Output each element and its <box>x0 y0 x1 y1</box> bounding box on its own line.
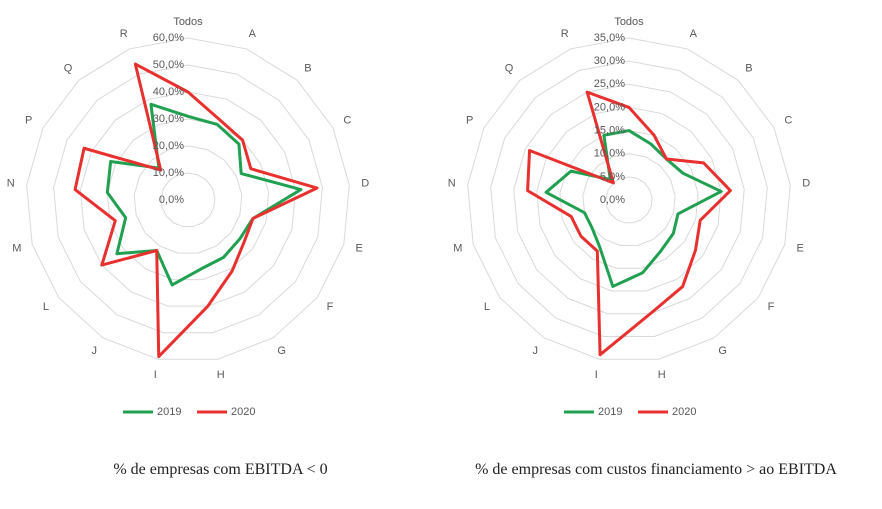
grid-ring <box>53 64 323 334</box>
r-tick-label: 5,0% <box>600 171 625 183</box>
category-label: C <box>343 115 351 127</box>
series-line <box>544 129 723 288</box>
category-label: Q <box>64 62 73 74</box>
legend-label: 2020 <box>231 406 255 418</box>
grid-ring <box>79 91 297 307</box>
category-label: L <box>43 301 49 313</box>
category-label: Todos <box>173 16 203 28</box>
r-tick-label: 25,0% <box>594 78 625 90</box>
legend-label: 2019 <box>157 406 181 418</box>
grid-ring <box>26 37 350 360</box>
r-tick-label: 40,0% <box>153 86 184 98</box>
grid-ring <box>536 106 722 292</box>
grid-ring <box>160 172 216 228</box>
category-label: H <box>217 369 225 381</box>
category-label: N <box>7 177 15 189</box>
chart-caption: % de empresas com custos financiamento >… <box>475 461 837 478</box>
category-label: F <box>768 301 775 313</box>
r-tick-label: 50,0% <box>153 59 184 71</box>
category-label: D <box>361 177 369 189</box>
category-label: N <box>448 177 456 189</box>
r-tick-label: 0,0% <box>159 194 184 206</box>
category-label: L <box>484 301 490 313</box>
grid-ring <box>106 118 270 281</box>
category-label: J <box>92 345 98 357</box>
category-label: I <box>154 369 157 381</box>
r-tick-label: 15,0% <box>594 124 625 136</box>
legend-label: 2019 <box>598 406 622 418</box>
chart: Todos A B C D E F G H I J L M N P Q R 2019 2020 0,0% 5,0% 10,… <box>448 16 810 418</box>
series-line <box>105 102 303 287</box>
category-label: B <box>745 62 752 74</box>
category-label: Todos <box>614 16 644 28</box>
category-label: G <box>277 345 286 357</box>
category-label: E <box>356 243 363 255</box>
category-label: P <box>25 115 32 127</box>
r-tick-label: 10,0% <box>594 148 625 160</box>
category-label: M <box>453 243 462 255</box>
r-tick-label: 0,0% <box>600 194 625 206</box>
category-label: G <box>718 345 727 357</box>
category-label: B <box>304 62 311 74</box>
category-label: E <box>797 243 804 255</box>
category-label: R <box>561 28 569 40</box>
grid-ring <box>467 37 791 360</box>
category-label: J <box>533 345 539 357</box>
category-label: D <box>802 177 810 189</box>
grid-ring <box>605 176 653 224</box>
grid-ring <box>559 130 699 269</box>
r-tick-label: 20,0% <box>594 101 625 113</box>
chart: Todos A B C D E F G H I J L M N P Q R 2019 2020 0,0% 10,0% 20… <box>7 16 369 418</box>
category-label: A <box>249 28 257 40</box>
chart-caption: % de empresas com EBITDA < 0 <box>113 461 328 478</box>
grid-ring <box>490 60 768 337</box>
r-tick-label: 10,0% <box>153 167 184 179</box>
category-label: R <box>120 28 128 40</box>
grid-ring <box>582 153 676 246</box>
category-label: H <box>658 369 666 381</box>
r-tick-label: 60,0% <box>153 32 184 44</box>
legend-label: 2020 <box>672 406 696 418</box>
r-tick-label: 30,0% <box>153 113 184 125</box>
category-label: I <box>595 369 598 381</box>
category-label: A <box>690 28 698 40</box>
grid-ring <box>513 83 745 315</box>
category-label: M <box>12 243 21 255</box>
category-label: F <box>327 301 334 313</box>
r-tick-label: 30,0% <box>594 55 625 67</box>
category-label: P <box>466 115 473 127</box>
grid-ring <box>133 145 243 254</box>
r-tick-label: 20,0% <box>153 140 184 152</box>
series-line <box>526 90 732 357</box>
series-line <box>73 62 319 359</box>
category-label: Q <box>505 62 514 74</box>
r-tick-label: 35,0% <box>594 32 625 44</box>
category-label: C <box>784 115 792 127</box>
